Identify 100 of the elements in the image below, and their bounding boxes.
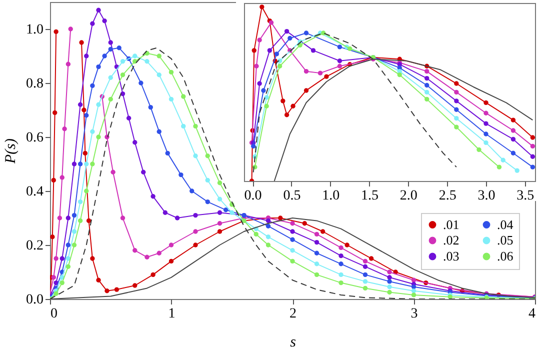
point (260, 4, 264, 10)
point (217, 196, 222, 202)
point (84, 113, 89, 118)
point (280, 98, 286, 104)
point (424, 90, 430, 95)
point (78, 102, 83, 107)
x-tick-label: 1.5 (361, 188, 379, 204)
point (168, 70, 174, 75)
point (217, 229, 222, 234)
point (193, 212, 198, 218)
point (90, 256, 95, 261)
point (78, 199, 83, 204)
point (60, 256, 64, 261)
point (230, 210, 234, 215)
point (205, 199, 210, 204)
point (290, 258, 295, 264)
point (54, 291, 58, 296)
point (424, 82, 430, 88)
legend-label: .02 (443, 232, 460, 248)
x-tick-label: 3.5 (516, 188, 534, 204)
point (82, 150, 88, 156)
point (274, 52, 280, 56)
point (362, 264, 368, 269)
point (72, 212, 77, 218)
point (338, 245, 344, 250)
point (132, 54, 138, 58)
point (78, 162, 83, 166)
point (314, 272, 320, 278)
point (102, 18, 107, 24)
point (205, 154, 210, 158)
point (174, 216, 180, 220)
point (387, 290, 392, 295)
point (50, 234, 55, 240)
point (190, 188, 194, 194)
point (108, 46, 113, 52)
legend-label: .01 (443, 216, 460, 232)
point (120, 216, 126, 220)
point (266, 234, 271, 240)
x-tick-label: 0.5 (283, 188, 301, 204)
point (484, 121, 488, 126)
point (397, 72, 402, 78)
point (217, 180, 222, 186)
point (181, 94, 186, 99)
point (126, 116, 132, 120)
point (223, 208, 228, 212)
point (454, 107, 459, 112)
point (66, 264, 71, 269)
point (114, 287, 120, 292)
point (68, 26, 73, 32)
point (168, 96, 174, 102)
point (193, 242, 198, 248)
point (530, 144, 535, 149)
point (362, 258, 368, 264)
point (132, 140, 138, 145)
point (86, 218, 92, 224)
y-tick-label: 0.2 (26, 238, 44, 254)
point (108, 96, 113, 102)
point (320, 229, 326, 234)
point (90, 129, 95, 134)
point (217, 210, 222, 215)
point (72, 162, 77, 166)
point (362, 279, 368, 284)
point (424, 76, 430, 81)
point (217, 221, 222, 226)
legend-label: .06 (497, 248, 514, 264)
point (165, 150, 170, 156)
point (156, 54, 162, 58)
point (500, 158, 506, 162)
x-tick-label: 2 (290, 306, 296, 322)
point (484, 100, 488, 105)
point (254, 64, 259, 68)
point (314, 232, 320, 237)
point (304, 88, 309, 93)
point (84, 54, 89, 58)
point (168, 258, 174, 264)
point (96, 8, 101, 12)
point (302, 221, 307, 226)
point (284, 28, 290, 34)
point (102, 54, 107, 58)
point (484, 132, 488, 136)
point (252, 48, 256, 53)
x-tick-label: 4 (528, 306, 536, 322)
point (338, 253, 344, 258)
point (266, 242, 271, 248)
point (110, 170, 116, 174)
point (257, 81, 262, 86)
point (476, 147, 482, 152)
point (84, 188, 89, 194)
point (514, 168, 520, 173)
point (264, 104, 269, 108)
point (454, 98, 459, 104)
point (84, 162, 89, 166)
point (193, 124, 198, 129)
point (324, 74, 329, 79)
point (57, 216, 62, 220)
point (278, 216, 283, 220)
point (314, 262, 320, 266)
point (314, 250, 320, 256)
point (267, 48, 272, 53)
point (79, 40, 84, 45)
